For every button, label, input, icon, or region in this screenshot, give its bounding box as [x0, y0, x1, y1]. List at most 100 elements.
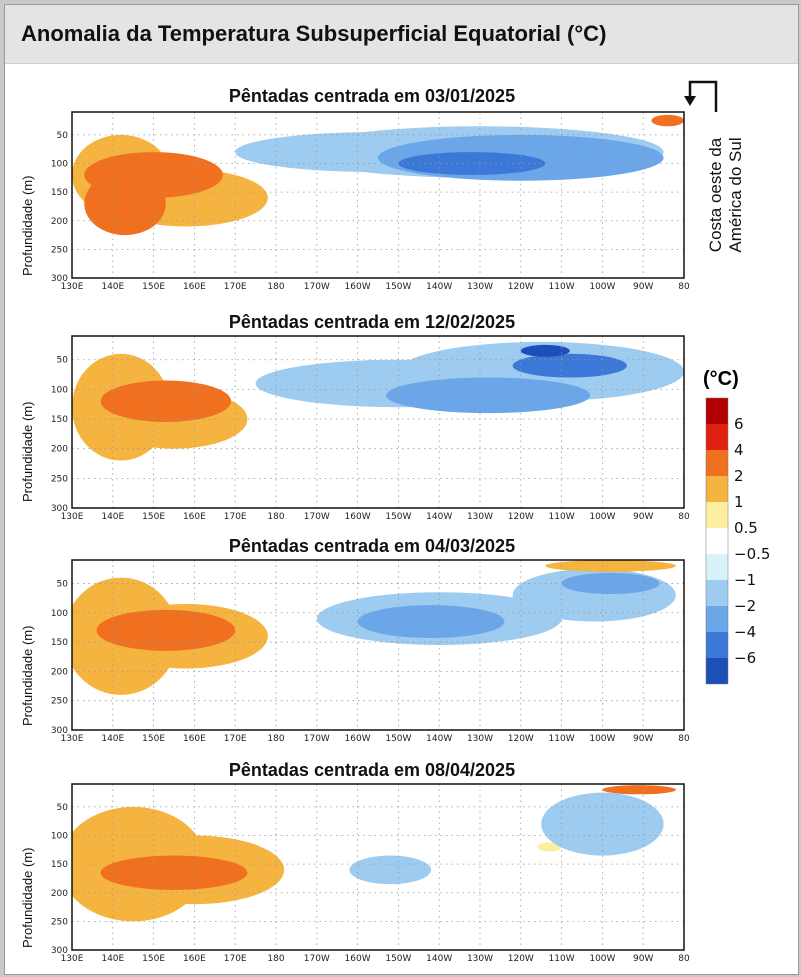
x-tick-label: 120W	[508, 282, 534, 292]
colorbar-swatch	[706, 398, 728, 424]
x-tick-label: 130E	[61, 512, 84, 522]
panel-2-title: Pêntadas centrada em 12/02/2025	[228, 312, 516, 332]
colorbar-label: 6	[734, 415, 744, 433]
colorbar-swatch	[706, 554, 728, 580]
anomaly-region	[561, 572, 660, 594]
x-tick-label: 130E	[61, 734, 84, 744]
x-tick-label: 130W	[467, 282, 493, 292]
anomaly-region	[84, 172, 166, 236]
x-tick-label: 150E	[142, 512, 165, 522]
x-tick-label: 90W	[633, 512, 653, 522]
x-tick-label: 160E	[183, 954, 206, 964]
x-tick-label: 160W	[345, 512, 371, 522]
panel-4-plot: 130E 140E 150E 160E 170E 180 170W 160W 150W 140W 1…	[51, 783, 690, 964]
figure-title: Anomalia da Temperatura Subsuperficial E…	[21, 21, 607, 46]
colorbar-label: 1	[734, 493, 744, 511]
anomaly-region	[651, 114, 684, 127]
x-tick-label: 110W	[549, 512, 575, 522]
y-tick-label: 150	[51, 860, 68, 870]
x-tick-label: 160E	[183, 734, 206, 744]
x-tick-label: 160E	[183, 282, 206, 292]
x-tick-label: 140E	[101, 282, 124, 292]
x-tick-label: 170E	[224, 954, 247, 964]
y-tick-label: 50	[57, 356, 69, 366]
x-tick-label: 80	[678, 282, 690, 292]
x-tick-label: 130E	[61, 954, 84, 964]
x-tick-label: 180	[267, 282, 284, 292]
x-tick-label: 170W	[304, 954, 330, 964]
x-tick-label: 160W	[345, 734, 371, 744]
y-tick-label: 150	[51, 415, 68, 425]
colorbar-label: −1	[734, 571, 756, 589]
x-tick-label: 130W	[467, 512, 493, 522]
coast-annotation-line2: América do Sul	[726, 137, 745, 253]
x-tick-label: 180	[267, 512, 284, 522]
anomaly-region	[386, 377, 591, 414]
x-tick-label: 80	[678, 954, 690, 964]
anomaly-region	[398, 152, 546, 175]
anomaly-region	[349, 855, 432, 885]
x-tick-label: 170W	[304, 282, 330, 292]
y-tick-label: 100	[51, 160, 68, 170]
x-tick-label: 130E	[61, 282, 84, 292]
x-tick-label: 90W	[633, 734, 653, 744]
x-tick-label: 140E	[101, 734, 124, 744]
anomaly-region	[541, 792, 664, 856]
anomaly-region	[96, 609, 236, 651]
x-tick-label: 170W	[304, 734, 330, 744]
y-tick-label: 100	[51, 609, 68, 619]
x-tick-label: 140W	[426, 734, 452, 744]
x-tick-label: 80	[678, 734, 690, 744]
anomaly-region	[357, 605, 505, 638]
colorbar-label: 4	[734, 441, 744, 459]
x-tick-label: 150W	[385, 734, 411, 744]
y-tick-label: 300	[51, 504, 68, 514]
x-tick-label: 110W	[549, 734, 575, 744]
panel-3-plot: 130E 140E 150E 160E 170E 180 170W 160W 150W 140W 1…	[51, 559, 690, 744]
x-tick-label: 170W	[304, 512, 330, 522]
x-tick-label: 90W	[633, 282, 653, 292]
y-tick-label: 100	[51, 385, 68, 395]
anomaly-region	[512, 353, 627, 378]
x-tick-label: 170E	[224, 734, 247, 744]
figure-header: Anomalia da Temperatura Subsuperficial E…	[5, 5, 798, 64]
colorbar-swatch	[706, 528, 728, 554]
y-tick-label: 300	[51, 946, 68, 956]
x-tick-label: 100W	[589, 282, 615, 292]
x-tick-label: 180	[267, 954, 284, 964]
anomaly-region	[520, 344, 570, 357]
colorbar-swatch	[706, 424, 728, 450]
x-tick-label: 160W	[345, 954, 371, 964]
y-tick-label: 200	[51, 217, 68, 227]
colorbar-label: −4	[734, 623, 756, 641]
x-tick-label: 120W	[508, 512, 534, 522]
x-tick-label: 110W	[549, 282, 575, 292]
panel-3-title: Pêntadas centrada em 04/03/2025	[228, 536, 516, 556]
colorbar-swatch	[706, 658, 728, 684]
x-tick-label: 140W	[426, 512, 452, 522]
coast-annotation: Costa oeste da América do Sul	[706, 115, 746, 275]
y-tick-label: 150	[51, 188, 68, 198]
anomaly-region	[100, 380, 232, 422]
x-tick-label: 150E	[142, 954, 165, 964]
y-tick-label: 50	[57, 131, 69, 141]
x-tick-label: 160W	[345, 282, 371, 292]
x-tick-label: 80	[678, 512, 690, 522]
legend-unit: (°C)	[703, 368, 739, 390]
y-tick-label: 250	[51, 245, 68, 255]
x-tick-label: 140W	[426, 954, 452, 964]
colorbar-swatch	[706, 632, 728, 658]
y-tick-label: 250	[51, 917, 68, 927]
x-tick-label: 130W	[467, 734, 493, 744]
colorbar-swatch	[706, 502, 728, 528]
x-tick-label: 170E	[224, 512, 247, 522]
x-tick-label: 100W	[589, 954, 615, 964]
x-tick-label: 140W	[426, 282, 452, 292]
x-tick-label: 140E	[101, 512, 124, 522]
x-tick-label: 150W	[385, 954, 411, 964]
x-tick-label: 140E	[101, 954, 124, 964]
colorbar-label: 2	[734, 467, 744, 485]
coast-annotation-line1: Costa oeste da	[706, 137, 725, 253]
colorbar-legend: 6 4 2 1 0.5 −0.5 −1 −2 −4 −6	[700, 396, 780, 686]
x-tick-label: 150W	[385, 512, 411, 522]
